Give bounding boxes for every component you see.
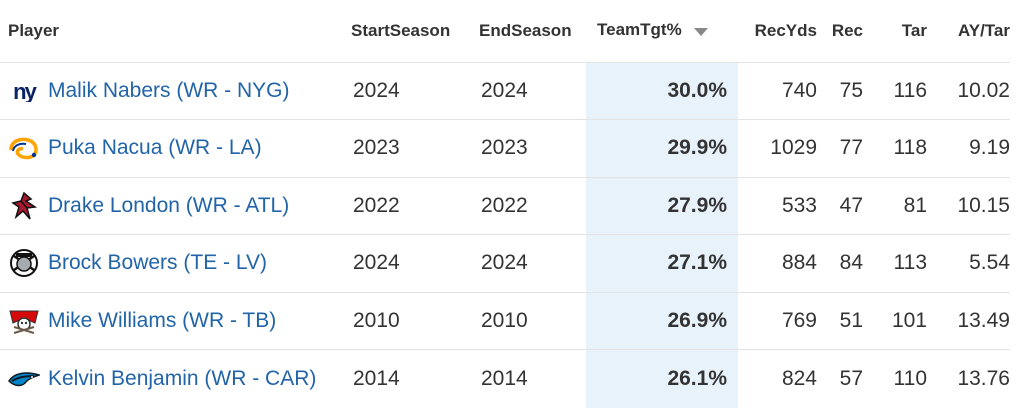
falcons-logo-icon <box>8 190 40 222</box>
ay-tar-cell: 9.19 <box>969 136 1010 160</box>
start-season-cell: 2024 <box>353 78 400 102</box>
player-link[interactable]: Kelvin Benjamin (WR - CAR) <box>48 366 317 390</box>
rec-yds-cell: 769 <box>781 308 817 332</box>
table-row: Brock Bowers (TE - LV) 2024 2024 27.1% 8… <box>0 234 1010 293</box>
rec-cell: 75 <box>839 78 863 102</box>
sorted-column-highlight <box>586 62 738 408</box>
tar-cell: 110 <box>893 366 927 390</box>
start-season-cell: 2024 <box>353 251 400 275</box>
start-season-cell: 2010 <box>353 308 400 332</box>
player-link[interactable]: Malik Nabers (WR - NYG) <box>48 78 290 102</box>
ay-tar-cell: 10.02 <box>957 78 1010 102</box>
player-link[interactable]: Brock Bowers (TE - LV) <box>48 251 267 275</box>
table-row: Drake London (WR - ATL) 2022 2022 27.9% … <box>0 177 1010 235</box>
player-cell: Brock Bowers (TE - LV) <box>0 235 345 293</box>
ay-tar-cell: 10.15 <box>957 193 1010 217</box>
table-row: Puka Nacua (WR - LA) 2023 2023 29.9% 102… <box>0 119 1010 178</box>
ay-tar-cell: 5.54 <box>969 251 1010 275</box>
team-tgt-pct-cell: 27.9% <box>667 193 727 217</box>
end-season-cell: 2023 <box>481 136 528 160</box>
start-season-cell: 2014 <box>353 366 400 390</box>
tar-cell: 81 <box>903 193 927 217</box>
buccaneers-logo-icon <box>8 305 40 337</box>
column-header-ay-tar[interactable]: AY/Tar <box>958 20 1010 40</box>
end-season-cell: 2022 <box>481 193 528 217</box>
panthers-logo-icon <box>8 363 40 395</box>
player-cell: Kelvin Benjamin (WR - CAR) <box>0 350 345 408</box>
end-season-cell: 2014 <box>481 366 528 390</box>
end-season-cell: 2010 <box>481 308 528 332</box>
table-row: Mike Williams (WR - TB) 2010 2010 26.9% … <box>0 292 1010 350</box>
team-tgt-pct-cell: 29.9% <box>667 136 727 160</box>
player-stats-table: Player StartSeason EndSeason TeamTgt% Re… <box>0 0 1010 408</box>
tar-cell: 118 <box>893 136 927 160</box>
end-season-cell: 2024 <box>481 78 528 102</box>
end-season-cell: 2024 <box>481 251 528 275</box>
rec-cell: 77 <box>839 136 863 160</box>
rec-yds-cell: 740 <box>781 78 817 102</box>
player-cell: Drake London (WR - ATL) <box>0 177 345 235</box>
rec-yds-cell: 533 <box>781 193 817 217</box>
team-tgt-pct-cell: 26.9% <box>667 308 727 332</box>
column-header-player[interactable]: Player <box>8 20 60 40</box>
team-tgt-pct-cell: 27.1% <box>667 251 727 275</box>
header-row: Player StartSeason EndSeason TeamTgt% Re… <box>0 0 1010 62</box>
rec-cell: 47 <box>839 193 863 217</box>
table-row: Kelvin Benjamin (WR - CAR) 2014 2014 26.… <box>0 349 1010 408</box>
column-header-tar[interactable]: Tar <box>901 20 927 40</box>
rec-yds-cell: 1029 <box>770 136 817 160</box>
player-cell: Mike Williams (WR - TB) <box>0 292 345 350</box>
rec-yds-cell: 884 <box>781 251 817 275</box>
column-header-end-season[interactable]: EndSeason <box>479 20 572 40</box>
svg-text:ny: ny <box>13 80 37 102</box>
start-season-cell: 2022 <box>353 193 400 217</box>
column-header-start-season[interactable]: StartSeason <box>351 20 451 40</box>
player-link[interactable]: Drake London (WR - ATL) <box>48 193 290 217</box>
rec-cell: 51 <box>839 308 863 332</box>
rec-cell: 57 <box>839 366 863 390</box>
rec-cell: 84 <box>839 251 863 275</box>
tar-cell: 101 <box>891 308 927 332</box>
start-season-cell: 2023 <box>353 136 400 160</box>
team-tgt-pct-cell: 30.0% <box>667 78 727 102</box>
column-header-rec[interactable]: Rec <box>831 20 863 40</box>
raiders-logo-icon <box>8 247 40 279</box>
player-cell: Puka Nacua (WR - LA) <box>0 120 345 178</box>
rec-yds-cell: 824 <box>781 366 817 390</box>
player-link[interactable]: Mike Williams (WR - TB) <box>48 308 277 332</box>
ay-tar-cell: 13.76 <box>957 366 1010 390</box>
ay-tar-cell: 13.49 <box>957 308 1010 332</box>
column-header-team-tgt-pct[interactable]: TeamTgt% <box>591 0 739 62</box>
team-tgt-pct-cell: 26.1% <box>667 366 727 390</box>
column-header-rec-yds[interactable]: RecYds <box>754 20 817 40</box>
giants-logo-icon: ny <box>8 75 40 107</box>
player-cell: ny Malik Nabers (WR - NYG) <box>0 62 345 120</box>
caret-down-icon[interactable] <box>693 21 708 41</box>
table-row: ny Malik Nabers (WR - NYG) 2024 2024 30.… <box>0 62 1010 120</box>
tar-cell: 113 <box>893 251 927 275</box>
player-link[interactable]: Puka Nacua (WR - LA) <box>48 136 262 160</box>
tar-cell: 116 <box>893 78 927 102</box>
rams-logo-icon <box>8 132 40 164</box>
